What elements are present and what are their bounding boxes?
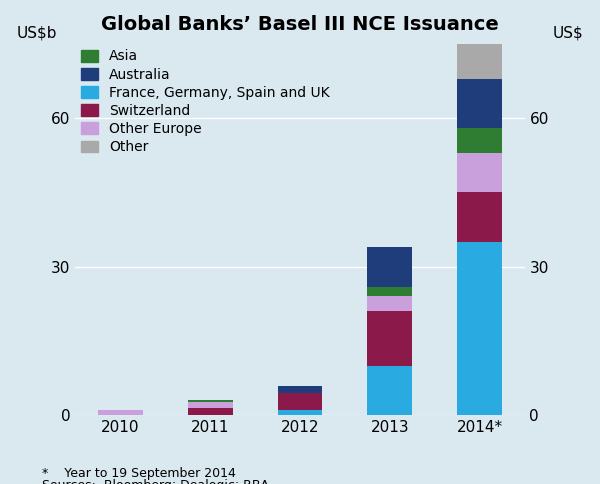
Text: *    Year to 19 September 2014: * Year to 19 September 2014 [42, 467, 236, 480]
Bar [367, 366, 412, 415]
Bar [457, 153, 502, 193]
Bar [367, 247, 412, 287]
Legend: Asia, Australia, France, Germany, Spain and UK, Switzerland, Other Europe, Other: Asia, Australia, France, Germany, Spain … [76, 44, 335, 160]
Bar [188, 408, 233, 415]
Bar [457, 128, 502, 153]
Title: Global Banks’ Basel III NCE Issuance: Global Banks’ Basel III NCE Issuance [101, 15, 499, 34]
Bar [457, 78, 502, 128]
Bar [98, 410, 143, 415]
Bar [457, 29, 502, 78]
Bar [367, 287, 412, 296]
Bar [367, 296, 412, 311]
Text: US$b: US$b [17, 25, 58, 40]
Bar [278, 386, 322, 393]
Bar [278, 410, 322, 415]
Bar [457, 242, 502, 415]
Bar [457, 193, 502, 242]
Text: Sources:  Bloomberg; Dealogic; RBA: Sources: Bloomberg; Dealogic; RBA [42, 479, 269, 484]
Bar [367, 311, 412, 366]
Bar [188, 400, 233, 402]
Bar [278, 393, 322, 410]
Text: US$: US$ [552, 25, 583, 40]
Bar [188, 402, 233, 408]
